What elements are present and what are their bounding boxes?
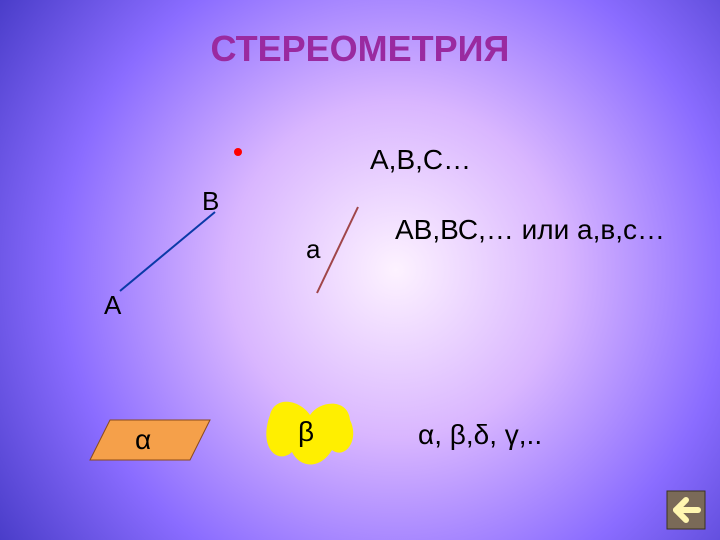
nav-back-button[interactable]	[666, 490, 706, 530]
point-marker	[234, 148, 242, 156]
diagram-canvas	[0, 0, 720, 540]
text-planes-notation: α, β,δ, γ,..	[418, 418, 618, 452]
nav-back-icon	[666, 490, 706, 530]
label-line-a: а	[306, 234, 320, 265]
text-points-notation: А,В,С…	[370, 143, 570, 177]
label-b: В	[202, 186, 219, 217]
label-alpha: α	[135, 423, 151, 457]
segment-a-line	[317, 207, 358, 293]
label-a: А	[104, 290, 121, 321]
label-beta: β	[298, 415, 314, 449]
text-lines-notation: АВ,ВС,… или а,в,с…	[395, 213, 715, 247]
segment-ab-line	[120, 212, 215, 291]
